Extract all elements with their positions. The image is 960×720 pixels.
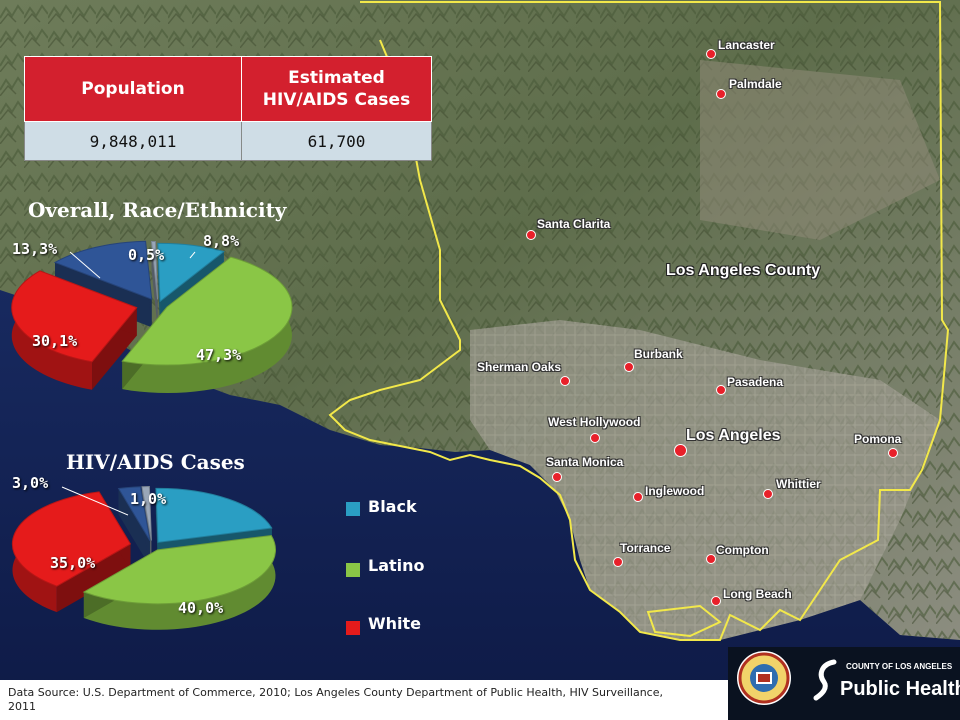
pie-slice-top	[11, 491, 132, 587]
overall-pie-chart	[11, 240, 293, 394]
city-label-santa-clarita: Santa Clarita	[537, 217, 611, 231]
public-health-county-line: COUNTY OF LOS ANGELES	[846, 662, 953, 671]
city-label-pomona: Pomona	[854, 432, 902, 446]
cases-label-other-1: 3,0%	[12, 474, 49, 492]
city-label-burbank: Burbank	[634, 347, 683, 361]
cases-header-line-1: Estimated	[288, 68, 385, 88]
pie-slice-top	[141, 486, 152, 541]
pie-slice-top	[155, 487, 273, 543]
desert-area	[700, 60, 940, 240]
city-label-whittier: Whittier	[776, 477, 821, 491]
overall-label-black: 8,8%	[203, 232, 240, 250]
legend-label-white: White	[368, 614, 422, 633]
city-marker	[716, 385, 726, 395]
pie-slice	[11, 491, 132, 613]
city-marker	[706, 49, 716, 59]
county-label: Los Angeles County	[666, 262, 821, 279]
pie-slice-top	[150, 240, 159, 300]
population-header: Population	[24, 56, 242, 122]
population-value: 9,848,011	[24, 121, 242, 161]
pie-slice-face	[56, 543, 131, 613]
cases-label-white: 35,0%	[50, 554, 96, 572]
pie-slice	[82, 534, 276, 630]
city-marker	[716, 89, 726, 99]
city-marker	[552, 472, 562, 482]
city-label-compton: Compton	[716, 543, 769, 557]
pie-slice	[11, 270, 138, 390]
legend-label-black: Black	[368, 497, 417, 516]
pie-slice	[150, 240, 159, 328]
city-label-los-angeles: Los Angeles	[686, 427, 781, 444]
city-marker	[711, 596, 721, 606]
city-label-palmdale: Palmdale	[729, 77, 782, 91]
city-label-sherman-oaks: Sherman Oaks	[477, 360, 562, 374]
pie-slice-top	[121, 256, 293, 366]
pie-slice-face	[151, 241, 158, 328]
county-seal-logo	[737, 651, 791, 705]
cases-label-latino: 40,0%	[178, 599, 224, 617]
legend-swatch-black	[346, 502, 360, 516]
county-boundary	[328, 1, 950, 641]
overall-label-white: 30,1%	[32, 332, 78, 350]
city-marker	[763, 489, 773, 499]
overall-label-other-1: 13,3%	[12, 240, 58, 258]
cases-header: Estimated HIV/AIDS Cases	[241, 56, 432, 122]
public-health-mark-icon	[813, 659, 837, 701]
pie-slice-top	[157, 242, 225, 303]
city-label-west-hollywood: West Hollywood	[548, 415, 641, 429]
city-marker	[560, 376, 570, 386]
overall-pie-title: Overall, Race/Ethnicity	[28, 198, 287, 222]
city-marker	[674, 444, 687, 457]
port-outline	[646, 604, 722, 638]
overall-label-other-2: 0,5%	[128, 246, 165, 264]
pie-slice-top	[82, 534, 276, 605]
table-header-row: Population Estimated HIV/AIDS Cases	[24, 56, 432, 122]
city-label-inglewood: Inglewood	[645, 484, 705, 498]
city-label-santa-monica: Santa Monica	[546, 455, 624, 469]
city-marker	[613, 557, 623, 567]
city-marker	[888, 448, 898, 458]
city-marker	[706, 554, 716, 564]
city-label-lancaster: Lancaster	[718, 38, 775, 52]
source-note: Data Source: U.S. Department of Commerce…	[8, 686, 663, 713]
leader-lines	[61, 251, 196, 516]
city-marker	[590, 433, 600, 443]
city-label-long-beach: Long Beach	[723, 587, 792, 601]
city-label-pasadena: Pasadena	[727, 375, 784, 389]
city-label-torrance: Torrance	[620, 541, 671, 555]
leader-line	[189, 251, 196, 259]
pie-slice-top	[53, 240, 153, 300]
legend-swatch-latino	[346, 563, 360, 577]
city-marker	[633, 492, 643, 502]
urban-basin	[470, 320, 940, 640]
pie-slice-top	[117, 486, 151, 541]
pie-slice-face	[118, 488, 150, 567]
city-marker	[526, 230, 536, 240]
cases-pie-chart	[11, 486, 276, 630]
overall-label-latino: 47,3%	[196, 346, 242, 364]
legend-label-latino: Latino	[368, 556, 425, 575]
city-marker	[624, 362, 634, 372]
pie-slice-side	[83, 535, 276, 630]
pie-slice-top	[11, 270, 138, 363]
pie-slice	[121, 256, 293, 394]
cases-value: 61,700	[241, 121, 432, 161]
stats-table: Population Estimated HIV/AIDS Cases 9,84…	[24, 56, 432, 161]
cases-pie-title: HIV/AIDS Cases	[66, 450, 245, 474]
pie-slice	[117, 486, 151, 567]
leader-line	[69, 251, 101, 279]
leader-line	[61, 486, 129, 516]
public-health-logo-text: Public Health	[840, 678, 960, 700]
table-row: 9,848,011 61,700	[24, 121, 432, 161]
cases-header-line-2: HIV/AIDS Cases	[262, 90, 411, 110]
legend-swatch-white	[346, 621, 360, 635]
cases-label-other-2: 1,0%	[130, 490, 167, 508]
